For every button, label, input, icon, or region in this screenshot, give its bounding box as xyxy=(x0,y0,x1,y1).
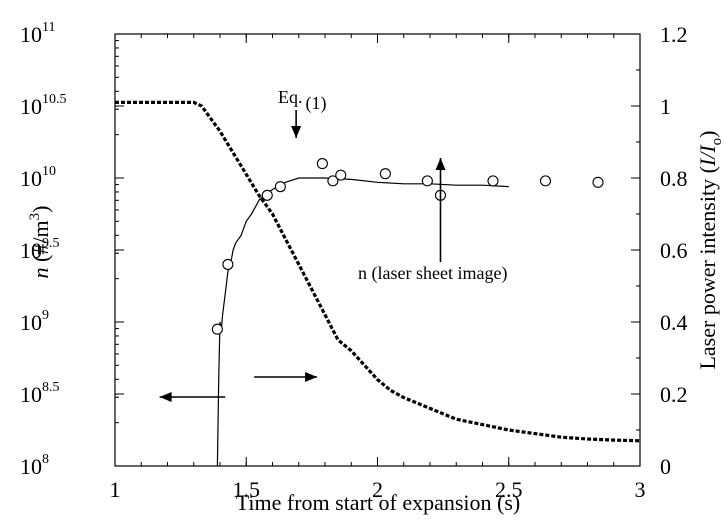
laser-sheet-label: n (laser sheet image) xyxy=(358,263,507,284)
x-tick-label: 1 xyxy=(110,477,121,502)
y-left-tick-exp: 9.5 xyxy=(42,236,60,251)
eq-label-main: Eq. xyxy=(278,87,303,107)
y-left-title-end: ) xyxy=(28,206,53,213)
y-right-tick-label: 0 xyxy=(660,454,671,479)
y-right-tick-label: 1 xyxy=(660,94,671,119)
y-right-title-prefix: Laser power intensity ( xyxy=(695,166,720,369)
data-point xyxy=(335,169,347,181)
ticks-layer: 1 1.5 2 2.5 3108108.5109109.510101010.510110… xyxy=(20,20,688,502)
y-right-tick-label: 0.2 xyxy=(660,382,688,407)
y-left-tick-exp: 8 xyxy=(42,452,49,467)
data-point xyxy=(379,168,391,180)
eq-label: Eq. (1) xyxy=(278,87,327,114)
x-tick-label: 2 xyxy=(372,477,383,502)
y-left-tick-exp: 10.5 xyxy=(42,92,67,107)
frame-layer xyxy=(114,33,641,467)
y-left-tick-label: 109.5 xyxy=(20,236,60,263)
y-left-tick-label: 108.5 xyxy=(20,380,60,407)
y-left-tick-base: 10 xyxy=(20,382,42,407)
annotation-layer xyxy=(159,110,446,402)
y-left-tick-label: 108 xyxy=(20,452,49,479)
data-point xyxy=(222,258,234,270)
x-tick-label: 2.5 xyxy=(495,477,523,502)
y-right-tick-label: 1.2 xyxy=(660,22,688,47)
y-left-title-sup: 3 xyxy=(27,213,43,221)
density-series-line xyxy=(216,177,509,467)
data-point xyxy=(274,181,286,193)
y-right-title-sub: o xyxy=(709,138,725,146)
data-point xyxy=(421,175,433,187)
data-point xyxy=(211,323,223,335)
data-point xyxy=(261,189,273,201)
eq-arrow-head xyxy=(291,126,302,138)
data-point xyxy=(592,176,604,188)
x-axis-title: Time from start of expansion (s) xyxy=(236,490,521,515)
y-left-tick-base: 10 xyxy=(20,94,42,119)
y-right-title-italic: I/I xyxy=(695,144,720,167)
plot-frame xyxy=(114,33,641,467)
left-axis-arrow-head xyxy=(159,392,172,402)
y-left-tick-exp: 8.5 xyxy=(42,380,60,395)
y-axis-right-title: Laser power intensity (I/Io) xyxy=(695,130,725,369)
y-left-tick-exp: 9 xyxy=(42,308,49,323)
eq-label-paren: (1) xyxy=(306,93,327,114)
data-point xyxy=(487,175,499,187)
data-point xyxy=(316,158,328,170)
data-point xyxy=(539,175,552,187)
right-axis-arrow-head xyxy=(305,372,318,382)
y-left-tick-exp: 10 xyxy=(42,164,56,179)
y-left-tick-base: 10 xyxy=(20,454,42,479)
laser-intensity-series-line xyxy=(115,100,641,443)
y-right-tick-label: 0.6 xyxy=(660,238,688,263)
y-left-tick-label: 1010.5 xyxy=(20,92,67,119)
y-right-tick-label: 0.8 xyxy=(660,166,688,191)
y-left-tick-base: 10 xyxy=(20,310,42,335)
y-left-tick-label: 109 xyxy=(20,308,49,335)
data-point xyxy=(327,175,339,187)
y-left-tick-base: 10 xyxy=(20,22,42,47)
series-layer xyxy=(115,100,641,467)
y-left-title-italic: n xyxy=(28,267,53,278)
y-left-tick-base: 10 xyxy=(20,166,42,191)
y-left-title-rest: (#/m xyxy=(28,220,53,267)
laser-sheet-arrow-head xyxy=(435,158,446,170)
y-left-tick-exp: 11 xyxy=(42,20,55,35)
y-right-title-end: ) xyxy=(695,130,720,137)
y-left-tick-base: 10 xyxy=(20,238,42,263)
x-tick-label: 3 xyxy=(635,477,646,502)
y-left-tick-label: 1011 xyxy=(20,20,55,47)
y-left-tick-label: 1010 xyxy=(20,164,56,191)
y-right-tick-label: 0.4 xyxy=(660,310,688,335)
y-axis-left-title: n (#/m3) xyxy=(27,206,53,279)
x-tick-label: 1.5 xyxy=(233,477,261,502)
